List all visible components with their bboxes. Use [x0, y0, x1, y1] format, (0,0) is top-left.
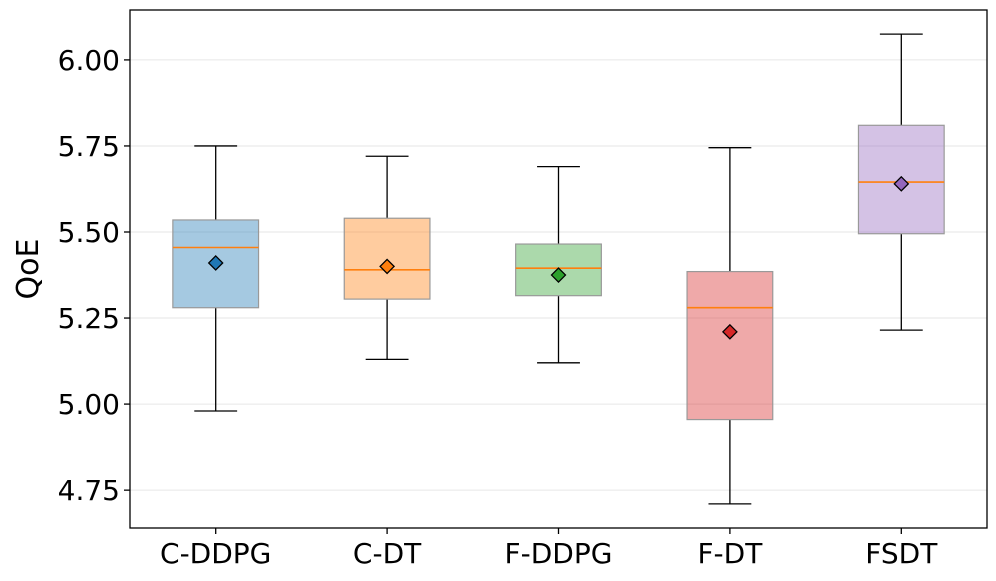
y-tick-label: 6.00 — [58, 44, 120, 77]
y-tick-label: 5.50 — [58, 216, 120, 249]
mean-marker — [379, 258, 396, 275]
mean-marker — [721, 323, 738, 340]
x-tick-label: C-DT — [353, 537, 422, 570]
box-c-dt — [343, 155, 431, 360]
box-c-ddpg — [172, 145, 260, 412]
box-fsdt — [857, 33, 945, 331]
mean-marker — [550, 267, 567, 283]
mean-marker — [893, 175, 910, 192]
box-f-ddpg — [515, 165, 602, 364]
x-tick-label: F-DT — [697, 537, 763, 570]
x-tick-label: FSDT — [865, 537, 938, 570]
y-axis-label: QoE — [11, 239, 46, 300]
x-tick-label: C-DDPG — [160, 537, 271, 570]
axes: 4.75 5.00 5.25 5.50 5.75 6.00 C-DDPG C-DT F-DDPG… — [58, 44, 939, 570]
x-tick-label: F-DDPG — [505, 537, 613, 570]
interquartile-box — [686, 270, 774, 421]
mean-marker — [207, 255, 224, 271]
box-f-dt — [686, 147, 774, 505]
y-tick-label: 5.25 — [58, 302, 120, 335]
y-tick-label: 5.00 — [58, 388, 120, 421]
y-tick-label: 4.75 — [58, 474, 120, 507]
y-tick-label: 5.75 — [58, 130, 120, 163]
box-series — [172, 33, 945, 505]
